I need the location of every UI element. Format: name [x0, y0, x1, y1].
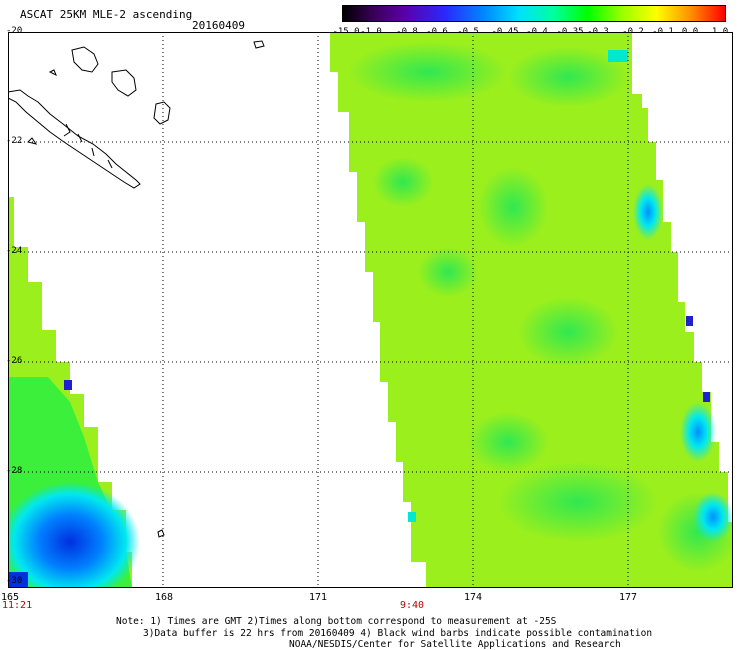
colorbar — [342, 5, 726, 22]
right-swath — [330, 32, 733, 588]
footer-note: Note: 1) Times are GMT 2)Times along bot… — [116, 616, 557, 627]
lat-label: -26 — [6, 356, 23, 366]
lon-label: 177 — [618, 592, 638, 603]
lon-label: 174 — [463, 592, 483, 603]
lon-label: 165 — [0, 592, 20, 603]
product-title: ASCAT 25KM MLE-2 ascending — [20, 8, 193, 21]
footer-note: 3)Data buffer is 22 hrs from 20160409 4)… — [143, 628, 653, 639]
pass-time-label: 9:40 — [400, 600, 425, 611]
grid — [8, 32, 733, 588]
lat-label: -28 — [6, 466, 23, 476]
lon-label: 171 — [308, 592, 328, 603]
lon-label: 168 — [154, 592, 174, 603]
pass-time-label: 11:21 — [2, 600, 33, 611]
coastline — [8, 40, 265, 538]
lat-label: -30 — [6, 576, 23, 586]
lat-label: -20 — [6, 26, 23, 36]
lat-label: -24 — [6, 246, 23, 256]
product-date: 20160409 — [192, 19, 245, 32]
footer-credit: NOAA/NESDIS/Center for Satellite Applica… — [289, 639, 621, 650]
left-swath — [8, 197, 140, 588]
map-area — [8, 32, 733, 588]
lat-label: -22 — [6, 136, 23, 146]
